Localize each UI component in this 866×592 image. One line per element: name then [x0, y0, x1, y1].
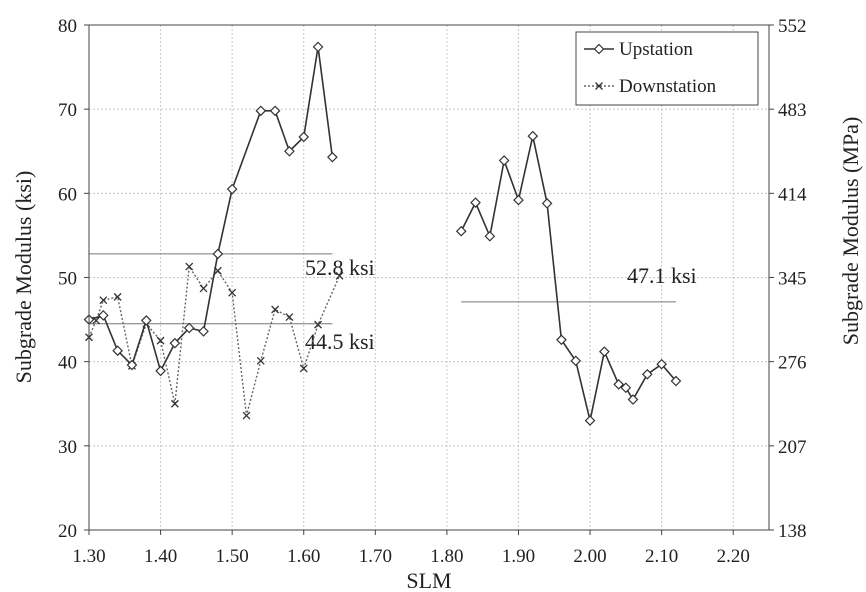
upstation-point [571, 356, 580, 365]
legend-downstation-label: Downstation [619, 76, 717, 97]
upstation-point [586, 416, 595, 425]
upstation-point [457, 227, 466, 236]
upstation-point [557, 335, 566, 344]
y2-tick-label: 414 [778, 184, 807, 205]
downstation-point [200, 285, 207, 292]
upstation-point [485, 232, 494, 241]
legend: Upstation Downstation [576, 32, 758, 105]
upstation-point [199, 327, 208, 336]
y2-tick-label: 276 [778, 353, 807, 374]
y-axis-title-right: Subgrade Modulus (MPa) [838, 117, 863, 346]
downstation-point [243, 412, 250, 419]
x-tick-label: 1.90 [502, 546, 535, 567]
x-tick-label: 1.70 [359, 546, 392, 567]
y-tick-label: 60 [58, 184, 77, 205]
y-axis-title-left: Subgrade Modulus (ksi) [11, 171, 36, 384]
x-tick-label: 1.50 [216, 546, 249, 567]
x-tick-label: 1.60 [287, 546, 320, 567]
upstation-point [328, 153, 337, 162]
x-tick-label: 2.20 [717, 546, 750, 567]
upstation-point [314, 42, 323, 51]
y-tick-label: 30 [58, 437, 77, 458]
downstation-point [186, 263, 193, 270]
downstation-point [257, 357, 264, 364]
upstation-point [156, 366, 165, 375]
upstation-point [514, 196, 523, 205]
y2-tick-label: 207 [778, 437, 807, 458]
upstation-point [600, 347, 609, 356]
x-axis-title: SLM [406, 568, 451, 592]
upstation-point [256, 106, 265, 115]
x-tick-label: 1.80 [430, 546, 463, 567]
legend-upstation-label: Upstation [619, 39, 693, 60]
x-tick-label: 2.10 [645, 546, 678, 567]
upstation-point [543, 199, 552, 208]
x-tick-label: 1.30 [72, 546, 105, 567]
y-tick-label: 20 [58, 521, 77, 542]
upstation-point [213, 249, 222, 258]
y-tick-label: 70 [58, 100, 77, 121]
upstation-point [629, 395, 638, 404]
downstation-line [89, 267, 340, 416]
x-tick-label: 2.00 [573, 546, 606, 567]
y2-tick-label: 138 [778, 521, 807, 542]
y2-tick-label: 345 [778, 269, 807, 290]
upstation-point [99, 311, 108, 320]
upstation-line [89, 47, 332, 371]
upstation-point [471, 198, 480, 207]
mean-label: 47.1 ksi [627, 263, 697, 288]
y-tick-label: 80 [58, 16, 77, 37]
downstation-point [315, 321, 322, 328]
downstation-point [100, 297, 107, 304]
upstation-point [228, 185, 237, 194]
upstation-point [271, 106, 280, 115]
upstation-point [528, 132, 537, 141]
y2-tick-label: 552 [778, 16, 807, 37]
x-tick-label: 1.40 [144, 546, 177, 567]
y-tick-label: 50 [58, 269, 77, 290]
upstation-point [500, 156, 509, 165]
y2-tick-label: 483 [778, 100, 807, 121]
y-tick-label: 40 [58, 353, 77, 374]
